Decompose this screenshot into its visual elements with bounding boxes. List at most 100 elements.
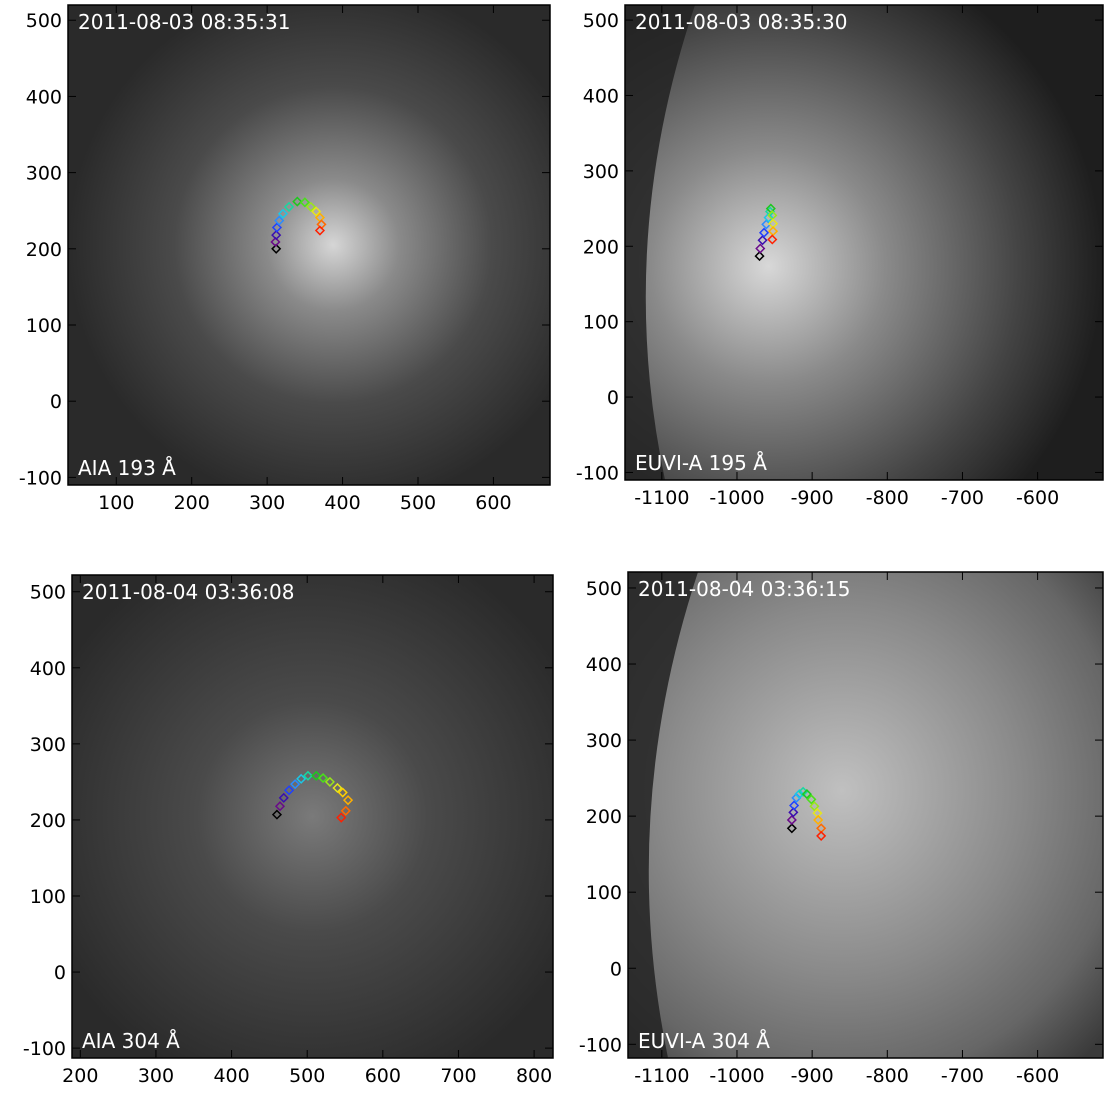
loop-point [786, 814, 797, 826]
timestamp: 2011-08-03 08:35:31 [78, 10, 290, 34]
loop-point [332, 782, 343, 794]
plot-frame [627, 571, 1104, 1059]
x-tick-label: 600 [475, 492, 511, 514]
loop-point [271, 222, 283, 233]
y-tick-label: 400 [26, 86, 62, 108]
plot-frame [71, 574, 554, 1059]
loop-point [791, 792, 802, 803]
loop-point [311, 770, 322, 781]
loop-point [755, 243, 766, 254]
loop-point [274, 215, 285, 226]
loop-point [271, 809, 283, 820]
loop-point [806, 794, 817, 805]
x-tick-label: -800 [866, 487, 909, 509]
y-tick-label: 100 [586, 882, 622, 904]
loop-point [314, 225, 325, 236]
loop-point [274, 801, 286, 812]
y-tick-label: 300 [26, 163, 62, 185]
x-tick-label: -800 [866, 1065, 909, 1087]
loop-point [296, 773, 307, 784]
y-tick-label: 300 [583, 161, 619, 183]
loop-point [786, 823, 797, 834]
x-tick-label: -900 [791, 487, 834, 509]
loop-point [290, 779, 301, 790]
y-tick-label: 400 [583, 85, 619, 107]
timestamp: 2011-08-04 03:36:08 [82, 580, 294, 604]
y-tick-label: 300 [586, 730, 622, 752]
y-tick-label: 0 [54, 962, 66, 984]
x-tick-label: 100 [98, 492, 134, 514]
loop-point [337, 787, 348, 798]
loop-point [340, 805, 351, 816]
x-tick-label: 300 [138, 1065, 174, 1087]
x-tick-label: -700 [941, 487, 984, 509]
loop-point [270, 236, 281, 248]
x-tick-label: -1000 [709, 487, 764, 509]
loop-point [813, 814, 824, 826]
y-tick-label: 500 [30, 582, 66, 604]
y-tick-label: 200 [26, 239, 62, 261]
x-tick-label: 400 [213, 1065, 249, 1087]
y-tick-label: -100 [579, 1034, 622, 1056]
loop-point [302, 770, 314, 781]
loop-point [283, 785, 295, 796]
x-tick-label: 600 [365, 1065, 401, 1087]
loop-point [299, 197, 310, 208]
timestamp: 2011-08-04 03:36:15 [638, 577, 850, 601]
loop-point [305, 201, 316, 212]
y-tick-label: 400 [30, 658, 66, 680]
loop-point [292, 196, 303, 207]
loop-point [794, 789, 805, 800]
y-tick-label: 200 [583, 236, 619, 258]
y-tick-label: -100 [23, 1038, 66, 1060]
x-tick-label: 300 [249, 492, 285, 514]
y-tick-label: 0 [50, 391, 62, 413]
x-tick-label: 200 [62, 1065, 98, 1087]
loop-point [763, 212, 774, 223]
y-tick-label: 100 [26, 315, 62, 337]
y-tick-label: 0 [607, 387, 619, 409]
loop-point [278, 792, 289, 803]
loop-point [816, 830, 827, 841]
y-tick-label: 100 [30, 886, 66, 908]
x-tick-label: 500 [289, 1065, 325, 1087]
y-tick-label: 400 [586, 654, 622, 676]
loop-point [758, 227, 770, 238]
y-tick-label: 0 [610, 958, 622, 980]
loop-point [336, 812, 347, 823]
instrument-label: EUVI-A 304 Å [638, 1029, 770, 1053]
loop-point [767, 234, 778, 245]
off-limb [625, 5, 695, 480]
loop-point [324, 776, 335, 787]
loop-point [809, 801, 820, 812]
loop-point [801, 789, 812, 800]
plot-frame [67, 4, 551, 486]
loop-point [788, 807, 799, 818]
y-tick-label: 300 [30, 734, 66, 756]
plot-frame [624, 4, 1104, 481]
loop-point [789, 800, 800, 811]
x-tick-label: -600 [1016, 487, 1059, 509]
x-tick-label: -900 [791, 1065, 834, 1087]
loop-point [271, 243, 282, 254]
y-tick-label: 200 [586, 806, 622, 828]
loop-point [311, 206, 322, 217]
loop-point [757, 235, 768, 246]
x-tick-label: -1100 [634, 1065, 689, 1087]
image-background [628, 572, 1103, 1058]
x-tick-label: 800 [516, 1065, 552, 1087]
x-tick-label: 500 [400, 492, 436, 514]
x-tick-label: -1000 [709, 1065, 764, 1087]
loop-point [283, 201, 295, 212]
x-tick-label: -1100 [634, 487, 689, 509]
loop-point [754, 251, 765, 262]
off-limb [628, 572, 698, 1058]
instrument-label: AIA 304 Å [82, 1029, 180, 1053]
timestamp: 2011-08-03 08:35:30 [635, 10, 847, 34]
y-tick-label: 500 [583, 10, 619, 32]
loop-point [277, 208, 289, 219]
image-background [72, 575, 553, 1058]
y-tick-label: 200 [30, 810, 66, 832]
y-tick-label: 500 [26, 10, 62, 32]
